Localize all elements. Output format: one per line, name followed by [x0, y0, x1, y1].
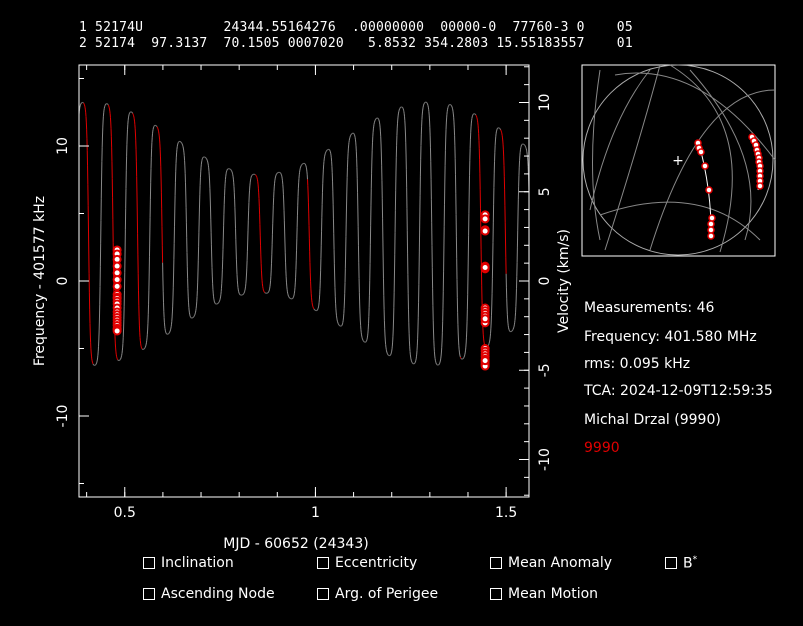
- checkbox-box[interactable]: [317, 557, 329, 569]
- checkbox-box[interactable]: [665, 557, 677, 570]
- rms-value: rms: 0.095 kHz: [584, 356, 691, 372]
- x-axis-label: MJD - 60652 (24343): [223, 536, 368, 552]
- arg-perigee-checkbox[interactable]: Arg. of Perigee: [317, 586, 438, 602]
- tle-line-2: 2 52174 97.3137 70.1505 0007020 5.8532 3…: [79, 36, 633, 51]
- sky-pass-line: [649, 89, 776, 251]
- sky-measurement-point: [707, 226, 715, 234]
- sky-measurement-point: [701, 162, 709, 170]
- sky-measurement-point: [707, 220, 715, 228]
- station-id: 9990: [584, 440, 620, 456]
- measurement-point: [480, 214, 490, 224]
- horizon-circle: [582, 64, 774, 256]
- sky-measurement-point: [705, 186, 713, 194]
- y2-tick-label: 5: [537, 187, 553, 196]
- measurements-count: Measurements: 46: [584, 300, 715, 316]
- checkbox-box[interactable]: [143, 588, 155, 600]
- x-tick-label: 0.5: [114, 505, 136, 521]
- sky-pass-line: [592, 69, 601, 241]
- y-tick-label: 10: [55, 137, 71, 155]
- tle-line-1: 1 52174U 24344.55164276 .00000000 00000-…: [79, 20, 633, 35]
- sky-track-panel: +: [581, 64, 776, 257]
- bstar-checkbox[interactable]: B*: [665, 555, 697, 572]
- y2-tick-label: -5: [537, 363, 553, 377]
- sky-measurement-point: [756, 182, 764, 190]
- x-tick-label: 1: [311, 505, 320, 521]
- sky-pass-line: [669, 64, 733, 253]
- sky-pass-line: [604, 64, 661, 251]
- checkbox-box[interactable]: [317, 588, 329, 600]
- checkbox-box[interactable]: [490, 588, 502, 600]
- y2-tick-label: 10: [537, 94, 553, 112]
- measurement-point: [112, 281, 122, 291]
- mean-motion-checkbox[interactable]: Mean Motion: [490, 586, 598, 602]
- x-tick-label: 1.5: [495, 505, 517, 521]
- tca-value: TCA: 2024-12-09T12:59:35: [584, 383, 773, 399]
- y2-axis-label: Velocity (km/s): [556, 229, 572, 333]
- eccentricity-checkbox[interactable]: Eccentricity: [317, 555, 417, 571]
- sky-pass-line: [589, 69, 651, 211]
- y2-tick-label: 0: [537, 277, 553, 286]
- inclination-checkbox[interactable]: Inclination: [143, 555, 234, 571]
- sky-pass-line: [599, 201, 761, 241]
- y-tick-label: -10: [55, 405, 71, 428]
- sky-measurement-point: [707, 232, 715, 240]
- plot-frame: [78, 64, 530, 498]
- sky-measurement-point: [708, 214, 716, 222]
- frequency-value: Frequency: 401.580 MHz: [584, 329, 757, 345]
- checkbox-box[interactable]: [143, 557, 155, 569]
- y-axis-label: Frequency - 401577 kHz: [32, 196, 48, 366]
- measurement-point: [480, 314, 490, 324]
- sky-pass-line: [614, 72, 776, 161]
- checkbox-box[interactable]: [490, 557, 502, 569]
- observer-name: Michal Drzal (9990): [584, 412, 721, 428]
- y-tick-label: 0: [55, 277, 71, 286]
- sky-pass-line: [689, 69, 752, 241]
- zenith-marker: +: [672, 153, 684, 169]
- y2-tick-label: -10: [537, 448, 553, 471]
- measurement-point: [112, 326, 122, 336]
- measurement-point: [480, 226, 490, 236]
- mean-anomaly-checkbox[interactable]: Mean Anomaly: [490, 555, 612, 571]
- sky-measurement-point: [697, 148, 705, 156]
- ascending-node-checkbox[interactable]: Ascending Node: [143, 586, 275, 602]
- measurement-point: [480, 356, 490, 366]
- measurement-point: [480, 263, 490, 272]
